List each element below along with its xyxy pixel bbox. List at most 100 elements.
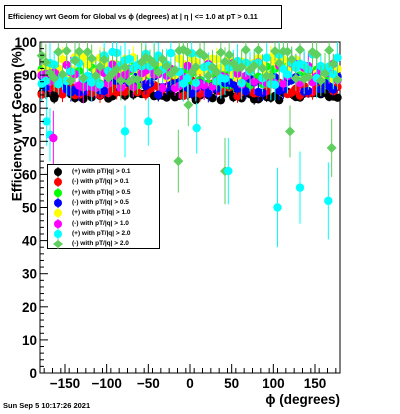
data-point-series-7 [120,62,130,73]
legend-marker-3 [54,197,62,208]
data-point-series-6 [124,54,134,64]
data-point-series-7 [203,70,214,81]
legend-marker-shape [54,198,62,207]
data-point-series-3 [241,87,251,96]
data-point-series-7 [328,58,339,69]
data-point-series-3 [329,85,338,94]
y-tick-label: 100 [14,35,37,50]
data-point-series-6 [273,203,282,212]
legend-label: (-) with pT/|q| > 0.1 [72,178,129,186]
legend-marker-shape [54,178,62,187]
data-point-series-6 [41,76,51,86]
data-point-series-7 [249,60,260,71]
data-point-series-7 [215,47,226,58]
data-point-series-7 [265,71,276,82]
data-point-series-5 [49,133,58,143]
data-point-series-6 [192,123,201,133]
data-point-series-5 [279,79,288,88]
data-point-series-7 [78,72,89,83]
legend-marker-shape [54,188,62,197]
legend-entry: (+) with pT/|q| > 2.0 [48,228,159,239]
data-point-series-5 [199,81,209,90]
x-axis-label: ϕ (degrees) [265,392,340,407]
legend-marker-1 [54,177,62,188]
data-point-series-7 [182,46,193,57]
y-tick-label: 90 [22,68,37,83]
legend-label: (-) with pT/|q| > 2.0 [72,240,129,248]
data-point-series-7 [240,44,251,55]
legend-label: (-) with pT/|q| > 0.5 [72,198,129,206]
data-point-series-6 [333,53,342,62]
y-tick-label: 60 [22,167,37,182]
legend-marker-4 [54,208,62,219]
legend: (+) with pT/|q| > 0.1 (-) with pT/|q| > … [47,164,160,250]
data-point-series-6 [324,196,333,206]
x-tick-label: −100 [91,376,121,391]
data-point-series-6 [283,70,292,79]
data-point-series-7 [257,63,268,74]
data-point-series-7 [320,68,330,79]
data-point-series-7 [49,73,60,84]
data-point-series-7 [61,45,72,56]
data-point-series-7 [183,99,194,110]
data-point-series-6 [49,60,59,69]
legend-marker-shape [53,240,63,249]
data-point-series-7 [70,55,80,66]
data-point-series-7 [324,45,335,56]
data-point-series-7 [95,61,105,72]
data-point-series-6 [120,127,130,136]
y-axis-label: Efficiency wrt Geom (%) [9,46,25,202]
data-point-series-7 [211,67,222,78]
data-point-series-7 [115,75,126,86]
data-point-series-7 [57,69,68,80]
data-point-series-3 [99,86,109,96]
data-point-series-7 [236,62,247,73]
y-tick-label: 70 [22,134,37,149]
data-point-series-7 [290,73,301,84]
data-point-series-7 [111,64,122,75]
data-point-series-7 [282,46,293,57]
data-point-series-7 [161,60,172,71]
data-point-series-5 [249,77,259,86]
y-tick-label: 30 [22,267,37,282]
data-point-series-6 [95,80,105,89]
y-tick-label: 10 [22,333,37,348]
x-tick-label: 150 [304,376,327,391]
chart-title-box: Efficiency wrt Geom for Global vs ϕ (deg… [4,5,282,29]
data-point-series-7 [90,70,101,81]
legend-marker-shape [54,229,62,238]
legend-label: (-) with pT/|q| > 1.0 [72,219,129,227]
chart-title: Efficiency wrt Geom for Global vs ϕ (deg… [8,12,258,21]
data-point-series-7 [199,50,210,61]
legend-marker-shape [54,209,62,218]
data-point-series-6 [224,166,233,176]
data-point-series-7 [173,156,184,167]
x-tick-label: −150 [50,376,80,391]
data-point-series-7 [315,75,326,86]
data-point-series-7 [74,46,85,57]
data-point-series-7 [332,74,343,85]
data-point-series-7 [170,64,180,75]
data-point-series-7 [253,44,264,55]
data-point-series-6 [191,78,201,87]
data-point-series-7 [285,126,295,137]
legend-label: (+) with pT/|q| > 0.1 [72,168,131,175]
legend-marker-shape [54,219,62,228]
data-point-series-3 [304,86,313,96]
data-point-series-3 [154,90,163,100]
data-point-series-7 [86,53,97,64]
axis-layer: 0 10 20 30 40 50 60 70 80 90 100 −150 −100 −50 0 50 100 1… [14,35,337,391]
x-tick-label: 0 [186,376,194,391]
data-point-series-6 [270,80,280,89]
data-point-series-7 [295,44,305,55]
data-point-series-7 [149,58,160,69]
data-point-series-7 [303,71,314,82]
data-point-series-0 [216,95,226,105]
data-point-series-7 [274,58,285,69]
legend-entry: (-) with pT/|q| > 0.5 [48,197,159,208]
legend-entry: (-) with pT/|q| > 0.1 [48,177,159,188]
legend-marker-6 [54,228,62,239]
data-point-series-6 [166,48,176,58]
y-tick-label: 80 [22,101,37,116]
